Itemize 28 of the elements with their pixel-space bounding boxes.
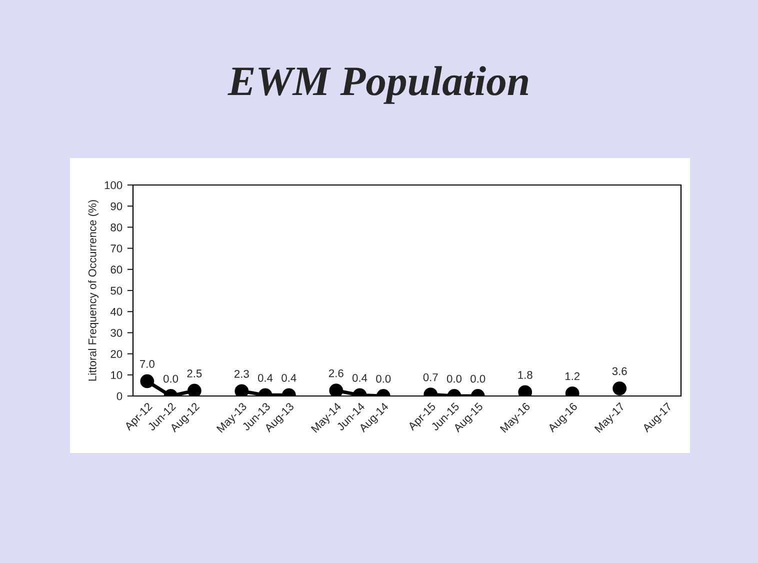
- data-label: 1.2: [565, 372, 580, 380]
- y-tick-label: 40: [110, 308, 122, 316]
- y-tick-label: 100: [104, 181, 122, 190]
- y-tick-label: 80: [110, 223, 122, 232]
- data-label: 0.4: [352, 374, 368, 382]
- data-label: 7.0: [140, 360, 154, 368]
- y-axis-title: Littoral Frequency of Occurrence (%): [88, 200, 98, 381]
- data-label: 0.4: [282, 374, 296, 382]
- data-label: 2.5: [187, 370, 202, 378]
- y-tick-label: 20: [110, 350, 122, 358]
- data-label: 2.6: [328, 369, 344, 378]
- data-label: 1.8: [518, 371, 532, 379]
- y-tick-label: 60: [110, 266, 122, 274]
- data-label: 2.3: [234, 370, 249, 378]
- data-label: 0.0: [376, 374, 391, 383]
- y-tick-label: 10: [111, 371, 122, 380]
- data-label: 3.6: [612, 367, 627, 376]
- data-label: 0.4: [258, 374, 273, 382]
- chart-title: EWM Population: [228, 66, 528, 104]
- y-tick-label: 50: [110, 286, 122, 295]
- y-tick-label: 90: [110, 202, 122, 210]
- y-tick-label: 70: [110, 244, 122, 252]
- data-label: 0.0: [164, 374, 178, 383]
- data-label: 0.0: [470, 374, 486, 383]
- y-tick-label: 30: [110, 328, 122, 337]
- data-label: 0.0: [446, 374, 462, 383]
- y-tick-label: 0: [116, 392, 122, 400]
- data-label: 0.7: [423, 373, 438, 382]
